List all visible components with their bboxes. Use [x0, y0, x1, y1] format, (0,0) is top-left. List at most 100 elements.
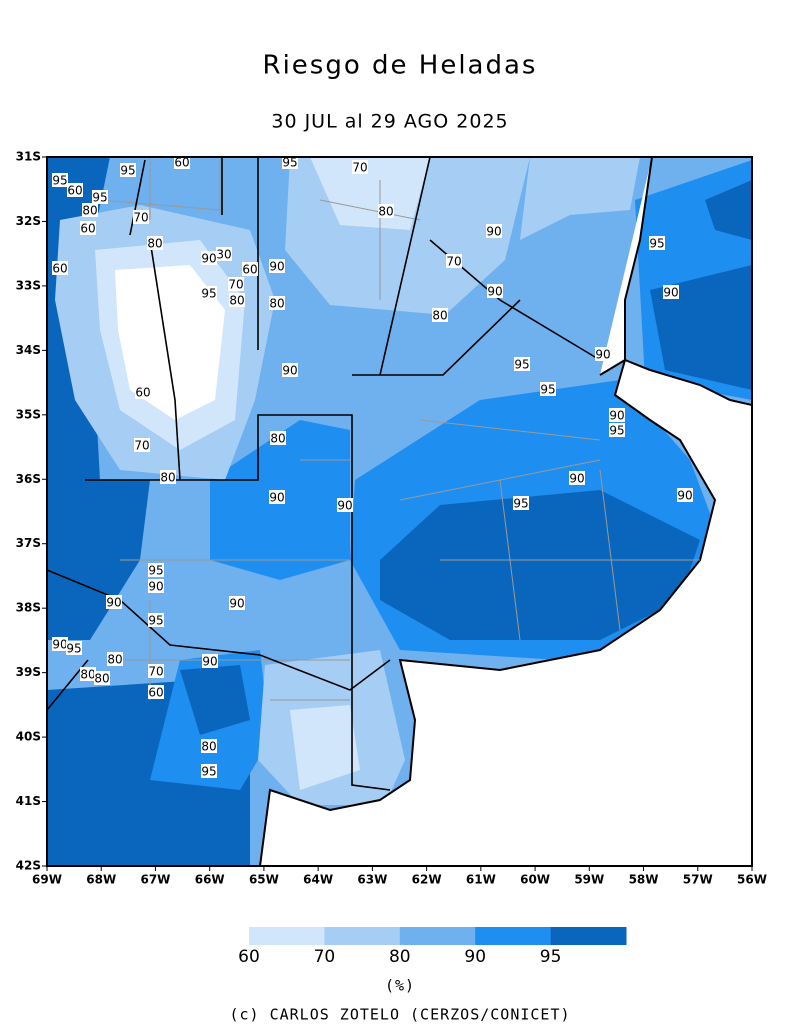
- lat-label: 41S: [16, 794, 41, 808]
- contour-label: 80: [229, 293, 245, 308]
- lat-label: 37S: [16, 536, 41, 550]
- contour-label-bg: [269, 490, 285, 504]
- contour-label-bg: [269, 296, 285, 310]
- contour-label-bg: [148, 685, 164, 699]
- contour-label-text: 90: [487, 285, 502, 299]
- lon-label: 58W: [629, 873, 659, 887]
- contour-label-bg: [52, 637, 68, 651]
- colorbar-box: [550, 927, 627, 945]
- contour-label-text: 90: [595, 348, 610, 362]
- contour-label: 95: [540, 382, 556, 397]
- contour-label: 90: [282, 363, 298, 378]
- contour-label-bg: [148, 613, 164, 627]
- colorbar-box: [324, 927, 401, 945]
- lat-label: 42S: [16, 859, 41, 873]
- contour-label-text: 90: [201, 252, 216, 266]
- contour-label: 60: [67, 183, 83, 198]
- contour-label-text: 95: [201, 287, 216, 301]
- contour-label-bg: [82, 203, 98, 217]
- contour-label-bg: [148, 664, 164, 678]
- contour-label-text: 90: [282, 364, 297, 378]
- contour-label-bg: [677, 488, 693, 502]
- contour-label: 95: [120, 163, 136, 178]
- contour-label-text: 80: [229, 294, 244, 308]
- contour-label-text: 80: [160, 471, 175, 485]
- lon-label: 65W: [249, 873, 279, 887]
- contour-label-bg: [133, 210, 149, 224]
- contour-label-bg: [446, 254, 462, 268]
- contour-label-bg: [663, 285, 679, 299]
- contour-label-bg: [514, 357, 530, 371]
- contour-label: 80: [160, 470, 176, 485]
- contour-label: 60: [52, 261, 68, 276]
- contour-label: 90: [106, 595, 122, 610]
- contour-label-bg: [201, 739, 217, 753]
- lat-label: 34S: [16, 343, 41, 357]
- contour-label-bg: [80, 221, 96, 235]
- contour-label: 95: [148, 563, 164, 578]
- lat-label: 31S: [16, 150, 41, 164]
- province-borders: [47, 157, 601, 791]
- contour-label-text: 90: [106, 596, 121, 610]
- contour-label-bg: [120, 163, 136, 177]
- contour-label: 95: [52, 173, 68, 188]
- contour-label-bg: [80, 667, 96, 681]
- contour-label-text: 90: [663, 286, 678, 300]
- title: Riesgo de Heladas: [263, 51, 538, 81]
- lon-label: 63W: [357, 873, 387, 887]
- colorbar-box: [249, 927, 325, 945]
- subtitle: 30 JUL al 29 AGO 2025: [271, 111, 508, 133]
- contour-label: 80: [80, 667, 96, 682]
- contour-label-text: 70: [133, 211, 148, 225]
- contour-label-text: 95: [201, 765, 216, 779]
- contour-label-text: 95: [52, 174, 67, 188]
- contour-label: 70: [352, 160, 368, 175]
- contour-label-text: 90: [486, 225, 501, 239]
- field-95: [380, 490, 700, 640]
- contour-label-bg: [66, 641, 82, 655]
- colorbar-label: 80: [389, 947, 411, 967]
- contour-label-text: 90: [337, 499, 352, 513]
- contour-label-text: 70: [148, 665, 163, 679]
- contour-label-bg: [201, 251, 217, 265]
- contour-label-text: 80: [201, 740, 216, 754]
- lat-label: 39S: [16, 665, 41, 679]
- contour-label-bg: [486, 224, 502, 238]
- contour-label: 80: [82, 203, 98, 218]
- contour-label-text: 95: [649, 237, 664, 251]
- contour-label-bg: [201, 764, 217, 778]
- contour-label-bg: [216, 247, 232, 261]
- contour-label: 80: [270, 431, 286, 446]
- contour-label-bg: [282, 363, 298, 377]
- lon-label: 62W: [412, 873, 442, 887]
- lon-label: 57W: [683, 873, 713, 887]
- colorbar-label: 60: [238, 947, 260, 967]
- contour-label-bg: [134, 438, 150, 452]
- field-95: [180, 665, 250, 735]
- lon-label: 67W: [140, 873, 170, 887]
- credit: (c) CARLOS ZOTELO (CERZOS/CONICET): [229, 1006, 570, 1024]
- contour-label-text: 80: [378, 205, 393, 219]
- contour-label-text: 90: [569, 472, 584, 486]
- contour-label-text: 60: [80, 222, 95, 236]
- contour-label-bg: [269, 259, 285, 273]
- field-95: [650, 180, 752, 390]
- contour-label-bg: [67, 183, 83, 197]
- contour-label: 90: [148, 579, 164, 594]
- contour-label-text: 70: [446, 255, 461, 269]
- field-70: [520, 157, 640, 240]
- contour-label: 95: [514, 357, 530, 372]
- lon-label: 68W: [86, 873, 116, 887]
- contour-label: 60: [174, 157, 190, 170]
- colorbar-label: 95: [540, 947, 562, 967]
- contour-label: 95: [649, 236, 665, 251]
- unit-label: (%): [385, 977, 415, 995]
- contour-label-text: 70: [228, 278, 243, 292]
- lat-label: 35S: [16, 407, 41, 421]
- contour-label-bg: [92, 190, 108, 204]
- contour-label: 90: [269, 259, 285, 274]
- contour-label-text: 95: [540, 383, 555, 397]
- lon-label: 60W: [520, 873, 550, 887]
- contour-label-text: 60: [148, 686, 163, 700]
